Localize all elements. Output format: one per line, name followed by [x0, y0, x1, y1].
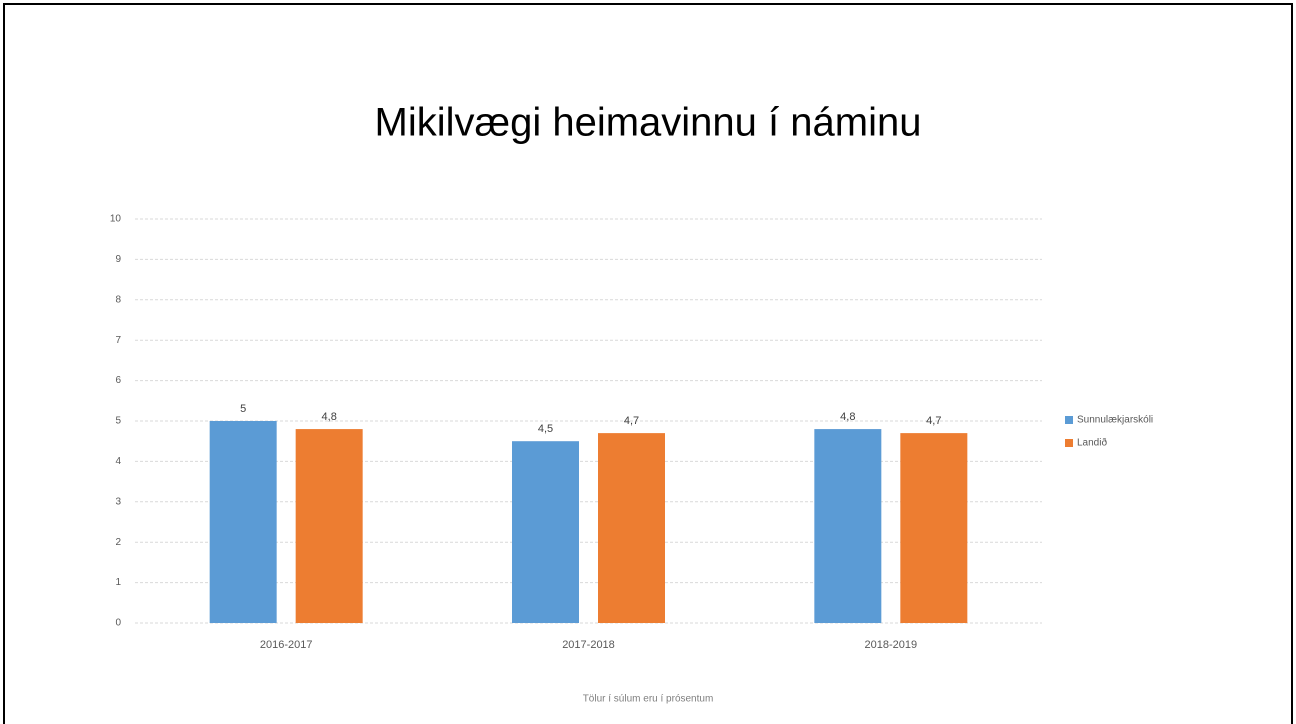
footnote: Tölur í súlum eru í prósentum	[583, 694, 714, 705]
x-tick-label: 2018-2019	[865, 639, 918, 651]
legend-swatch	[1065, 416, 1073, 424]
bar	[209, 421, 277, 623]
legend-label: Landið	[1077, 437, 1107, 449]
x-tick-label: 2017-2018	[562, 639, 615, 651]
y-tick-label: 3	[115, 496, 121, 507]
bar	[512, 441, 579, 623]
y-tick-label: 8	[115, 294, 121, 305]
value-label: 4,7	[926, 415, 941, 427]
value-label: 5	[240, 403, 246, 415]
y-tick-label: 1	[115, 577, 121, 588]
value-label: 4,8	[322, 411, 337, 423]
bar	[900, 433, 968, 623]
value-label: 4,8	[840, 411, 855, 423]
value-label: 4,7	[624, 415, 639, 427]
y-tick-label: 0	[115, 618, 121, 629]
y-tick-label: 10	[110, 214, 122, 225]
y-tick-label: 6	[115, 375, 121, 386]
bar	[598, 433, 665, 623]
x-tick-label: 2016-2017	[260, 639, 313, 651]
legend-label: Sunnulækjarskóli	[1077, 415, 1153, 426]
bar	[814, 429, 882, 623]
y-tick-label: 7	[115, 335, 121, 346]
y-tick-label: 5	[115, 416, 121, 427]
bar	[295, 429, 363, 623]
chart-title: Mikilvægi heimavinnu í náminu	[375, 101, 922, 145]
y-tick-label: 4	[115, 456, 121, 467]
y-tick-label: 2	[115, 537, 121, 548]
value-label: 4,5	[538, 423, 553, 435]
y-tick-label: 9	[115, 254, 121, 265]
legend-swatch	[1065, 439, 1073, 447]
